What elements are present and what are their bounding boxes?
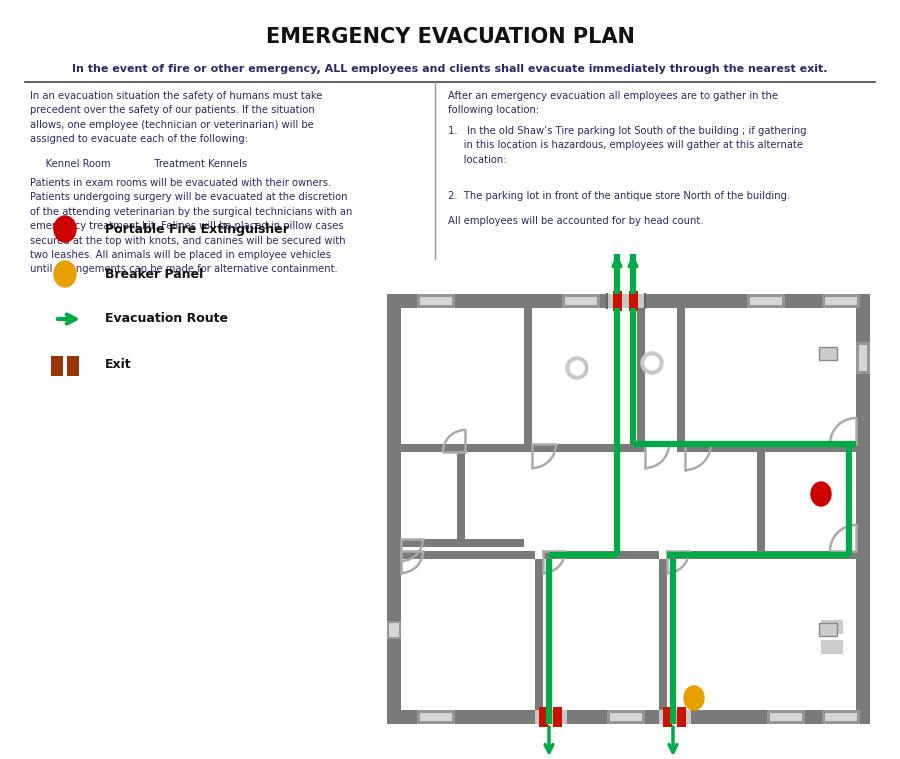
Text: Portable Fire Extinguisher: Portable Fire Extinguisher xyxy=(105,222,289,235)
Text: In the event of fire or other emergency, ALL employees and clients shall evacuat: In the event of fire or other emergency,… xyxy=(72,64,828,74)
Text: All employees will be accounted for by head count.: All employees will be accounted for by h… xyxy=(448,216,704,226)
Bar xyxy=(67,356,79,376)
Text: Kennel Room              Treatment Kennels: Kennel Room Treatment Kennels xyxy=(30,159,248,169)
Bar xyxy=(629,291,638,311)
Ellipse shape xyxy=(54,216,76,242)
Bar xyxy=(553,707,562,727)
Bar xyxy=(822,294,860,308)
Bar xyxy=(822,710,860,724)
Bar xyxy=(607,294,645,308)
Bar xyxy=(387,294,401,724)
Bar xyxy=(677,308,685,452)
Bar xyxy=(747,294,785,308)
Bar xyxy=(417,294,455,308)
Bar xyxy=(417,710,455,724)
Bar xyxy=(420,713,452,721)
Bar xyxy=(667,551,856,559)
Bar xyxy=(535,559,543,710)
Bar xyxy=(610,713,642,721)
Bar xyxy=(663,707,672,727)
Bar xyxy=(387,710,870,724)
Bar xyxy=(821,620,843,634)
Bar xyxy=(757,452,765,559)
Bar xyxy=(420,297,452,305)
Bar xyxy=(387,621,401,639)
Bar xyxy=(767,710,805,724)
Bar xyxy=(677,444,856,452)
Bar xyxy=(750,297,782,305)
Bar xyxy=(51,356,63,376)
Bar xyxy=(819,622,837,635)
Bar xyxy=(856,342,870,374)
Circle shape xyxy=(566,357,588,379)
Bar xyxy=(659,559,667,710)
Circle shape xyxy=(641,352,663,374)
Bar xyxy=(677,707,686,727)
Bar xyxy=(825,713,857,721)
Bar xyxy=(535,710,567,724)
Text: Exit: Exit xyxy=(105,357,131,370)
Bar xyxy=(770,713,802,721)
Bar xyxy=(389,623,399,637)
Bar xyxy=(677,551,757,559)
Text: Breaker Panel: Breaker Panel xyxy=(105,267,203,281)
Text: In an evacuation situation the safety of humans must take
precedent over the saf: In an evacuation situation the safety of… xyxy=(30,91,322,144)
Bar xyxy=(401,539,524,547)
Bar xyxy=(387,294,870,308)
Bar xyxy=(607,710,645,724)
Text: After an emergency evacuation all employees are to gather in the
following locat: After an emergency evacuation all employ… xyxy=(448,91,778,115)
Ellipse shape xyxy=(684,686,704,710)
Ellipse shape xyxy=(811,482,831,506)
Bar xyxy=(457,452,465,547)
Bar xyxy=(401,444,637,452)
Bar xyxy=(565,297,597,305)
Bar xyxy=(859,345,867,371)
Bar xyxy=(856,294,870,724)
Text: 1.   In the old Shaw’s Tire parking lot South of the building ; if gathering
   : 1. In the old Shaw’s Tire parking lot So… xyxy=(448,126,806,165)
Bar xyxy=(825,297,857,305)
Bar xyxy=(524,308,532,452)
Bar xyxy=(562,294,600,308)
Circle shape xyxy=(645,356,659,370)
Bar xyxy=(613,291,622,311)
Bar xyxy=(401,551,535,559)
Circle shape xyxy=(570,361,584,375)
Bar xyxy=(543,551,659,559)
Bar xyxy=(659,710,691,724)
Bar xyxy=(637,308,645,452)
Bar xyxy=(819,347,837,360)
Text: EMERGENCY EVACUATION PLAN: EMERGENCY EVACUATION PLAN xyxy=(266,27,634,47)
Text: Evacuation Route: Evacuation Route xyxy=(105,313,228,326)
Bar xyxy=(539,707,548,727)
Bar xyxy=(821,640,843,654)
Ellipse shape xyxy=(54,261,76,287)
Text: Patients in exam rooms will be evacuated with their owners.
Patients undergoing : Patients in exam rooms will be evacuated… xyxy=(30,178,353,275)
Text: 2.  The parking lot in front of the antique store North of the building.: 2. The parking lot in front of the antiq… xyxy=(448,191,790,201)
